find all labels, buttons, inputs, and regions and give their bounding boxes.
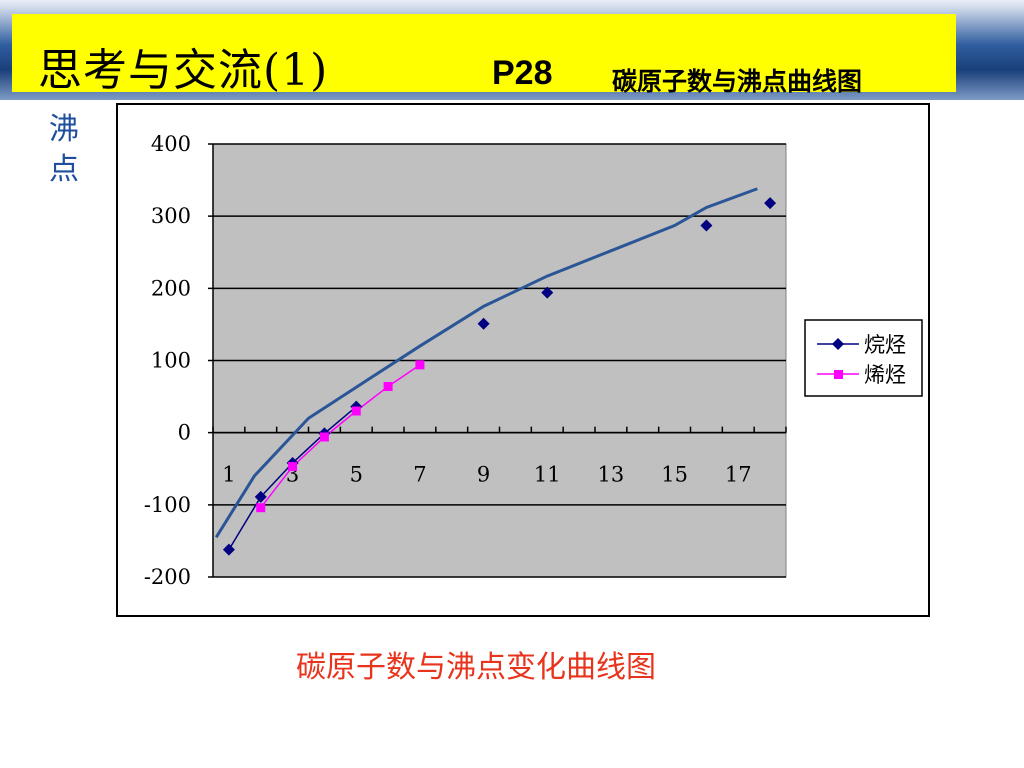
trend-curve (214, 187, 758, 539)
alkane-segment (228, 496, 262, 550)
y-tick-label: 100 (151, 349, 191, 373)
legend-box (804, 319, 923, 397)
y-tick-label: -200 (144, 565, 191, 589)
alkane-point (541, 286, 554, 299)
slide-subtitle: 碳原子数与沸点曲线图 (612, 67, 863, 96)
x-tick-label: 7 (413, 463, 426, 487)
slide-title: 思考与交流(1) (38, 45, 329, 96)
alkene-point (256, 503, 266, 513)
alkane-segment (323, 406, 357, 434)
alkene-point (351, 406, 361, 416)
y-tick-label: 200 (151, 276, 191, 300)
legend-alkane-label: 烷烃 (864, 333, 906, 357)
page-number: P28 (492, 54, 553, 92)
x-tick-label: 11 (534, 463, 561, 487)
alkane-point (477, 317, 490, 330)
x-tick-label: 5 (350, 463, 363, 487)
alkane-point (700, 219, 713, 232)
title-box: 思考与交流(1) P28 碳原子数与沸点曲线图 (12, 14, 956, 96)
alkane-segment (260, 462, 294, 498)
y-tick-label: 300 (151, 204, 191, 228)
y-tick-label: 0 (178, 421, 191, 445)
alkane-point (254, 490, 267, 503)
x-tick-label: 15 (661, 463, 688, 487)
alkane-segment (292, 432, 325, 464)
y-axis-label: 沸 点 (49, 112, 79, 187)
alkene-line (260, 364, 421, 509)
alkene-point (415, 360, 425, 370)
alkene-point (288, 462, 298, 472)
alkene-point (383, 381, 393, 391)
alkane-point (764, 197, 777, 210)
x-tick-label: 1 (222, 463, 235, 487)
alkene-point (319, 432, 329, 442)
x-tick-label: 9 (477, 463, 490, 487)
legend-alkene-label: 烯烃 (864, 363, 906, 387)
y-tick-label: 400 (151, 132, 191, 156)
legend-alkene-marker (834, 370, 843, 379)
y-tick-label: -100 (144, 493, 191, 517)
x-tick-label: 13 (598, 463, 625, 487)
x-tick-label: 17 (725, 463, 752, 487)
chart-caption: 碳原子数与沸点变化曲线图 (296, 650, 656, 685)
alkane-point (222, 543, 235, 556)
legend-alkane-marker (832, 338, 844, 350)
